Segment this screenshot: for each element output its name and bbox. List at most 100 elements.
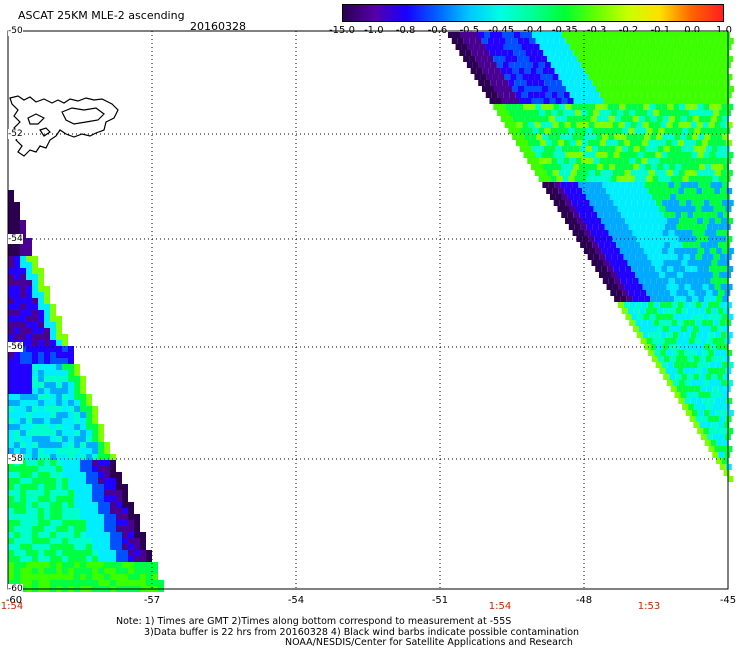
swath-cell xyxy=(38,280,44,286)
swath-cell xyxy=(50,322,56,328)
swath-cell xyxy=(68,496,74,502)
swath-cell xyxy=(538,128,545,134)
swath-cell xyxy=(538,176,545,182)
swath-cell xyxy=(74,406,80,412)
swath-cell xyxy=(32,472,38,478)
swath-cell xyxy=(543,146,550,152)
swath-cell xyxy=(708,398,715,404)
swath-cell xyxy=(719,206,726,212)
swath-cell xyxy=(601,38,608,44)
swath-cell xyxy=(62,436,68,442)
swath-cell xyxy=(590,116,597,122)
swath-cell xyxy=(56,574,62,580)
swath-cell xyxy=(682,80,689,86)
swath-cell xyxy=(651,260,658,266)
swath-cell xyxy=(582,188,589,194)
swath-cell xyxy=(628,176,635,182)
swath-cell xyxy=(32,574,38,580)
swath-cell xyxy=(98,526,104,532)
swath-cell xyxy=(708,446,715,452)
swath-cell xyxy=(625,218,632,224)
latitude-label: -50 xyxy=(8,26,23,36)
swath-cell xyxy=(26,346,32,352)
swath-cell xyxy=(50,406,56,412)
swath-cell xyxy=(56,370,62,376)
swath-cell xyxy=(140,574,146,580)
swath-cell xyxy=(68,376,74,382)
swath-cell xyxy=(648,74,655,80)
swath-cell xyxy=(26,448,32,454)
swath-cell xyxy=(578,230,585,236)
swath-cell xyxy=(680,326,687,332)
swath-cell xyxy=(8,394,14,400)
swath-cell xyxy=(688,404,695,410)
swath-cell xyxy=(636,332,643,338)
swath-cell xyxy=(20,298,26,304)
lat-lon-grid xyxy=(8,31,728,589)
swath-cell xyxy=(38,538,44,544)
swath-cell xyxy=(68,520,74,526)
swath-cell xyxy=(713,110,720,116)
swath-cell xyxy=(56,400,62,406)
swath-cell xyxy=(609,164,616,170)
swath-cell xyxy=(584,116,591,122)
swath-cell xyxy=(670,386,677,392)
swath-cell xyxy=(688,224,695,230)
swath-cell xyxy=(709,428,716,434)
swath-cell xyxy=(616,176,623,182)
swath-cell xyxy=(628,224,635,230)
swath-cell xyxy=(724,80,731,86)
swath-cell xyxy=(649,38,656,44)
swath-cell xyxy=(723,212,730,218)
swath-cell xyxy=(26,394,32,400)
swath-cell xyxy=(702,236,709,242)
swath-cell xyxy=(727,314,734,320)
swath-cell xyxy=(116,526,122,532)
swath-cell xyxy=(668,278,675,284)
swath-cell xyxy=(715,266,722,272)
swath-cell xyxy=(56,352,62,358)
swath-cell xyxy=(38,508,44,514)
swath-cell xyxy=(520,128,527,134)
swath-cell xyxy=(642,122,649,128)
swath-cell xyxy=(678,284,685,290)
swath-cell xyxy=(68,490,74,496)
swath-cell xyxy=(481,38,488,44)
swath-cell xyxy=(634,128,641,134)
swath-cell xyxy=(706,176,713,182)
swath-cell xyxy=(68,406,74,412)
swath-cell xyxy=(634,32,640,38)
swath-cell xyxy=(722,458,729,464)
swath-cell xyxy=(621,308,628,314)
swath-cell xyxy=(140,544,146,550)
swath-cell xyxy=(68,538,74,544)
swath-cell xyxy=(715,314,722,320)
swath-cell xyxy=(593,206,600,212)
swath-cell xyxy=(526,32,532,38)
swath-cell xyxy=(50,394,56,400)
swath-cell xyxy=(637,152,644,158)
swath-cell xyxy=(571,56,578,62)
swath-cell xyxy=(487,86,494,92)
swath-cell xyxy=(74,544,80,550)
swath-cell xyxy=(98,424,104,430)
swath-cell xyxy=(481,56,488,62)
swath-cell xyxy=(14,334,20,340)
swath-cell xyxy=(128,514,134,520)
swath-cell xyxy=(712,224,719,230)
swath-cell xyxy=(74,460,80,466)
swath-cell xyxy=(593,254,600,260)
swath-cell xyxy=(705,308,712,314)
swath-cell xyxy=(50,454,56,460)
longitude-label: -54 xyxy=(287,595,305,606)
swath-cell xyxy=(573,146,580,152)
swath-cell xyxy=(577,56,584,62)
swath-cell xyxy=(653,92,660,98)
swath-cell xyxy=(517,38,524,44)
swath-cell xyxy=(672,350,679,356)
swath-cell xyxy=(92,430,98,436)
swath-cell xyxy=(644,116,651,122)
swath-cell xyxy=(32,370,38,376)
swath-cell xyxy=(628,80,635,86)
swath-cell xyxy=(80,388,86,394)
